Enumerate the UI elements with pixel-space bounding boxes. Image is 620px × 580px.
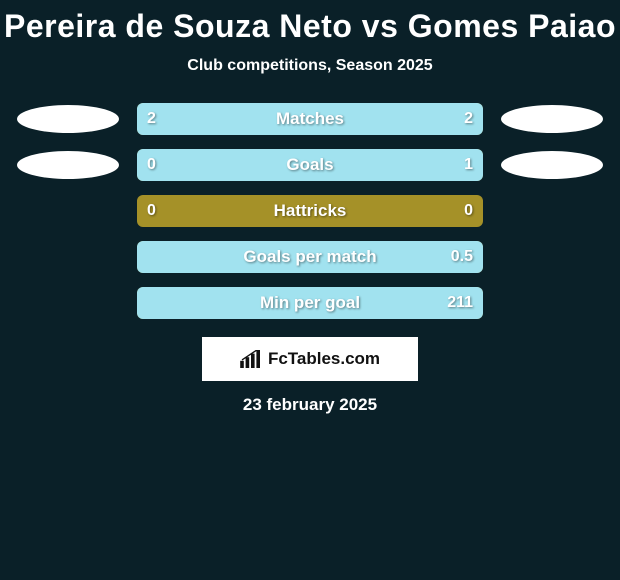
stat-bar: Matches22 (137, 103, 483, 135)
bar-track (137, 195, 483, 227)
watermark-text: FcTables.com (268, 349, 380, 369)
stat-row: Matches22 (0, 103, 620, 135)
stat-bar: Min per goal211 (137, 287, 483, 319)
stat-row: Min per goal211 (0, 287, 620, 319)
player-flag-right (501, 151, 603, 179)
player-flag-left (17, 105, 119, 133)
stat-bar: Goals per match0.5 (137, 241, 483, 273)
bar-chart-icon (240, 350, 262, 368)
stats-list: Matches22 Goals01 Hattricks00 Goals per mat… (0, 103, 620, 319)
bar-left-fill (137, 103, 310, 135)
bar-right-fill (137, 287, 483, 319)
subtitle: Club competitions, Season 2025 (0, 57, 620, 75)
player-flag-left (17, 151, 119, 179)
page-title: Pereira de Souza Neto vs Gomes Paiao (0, 8, 620, 45)
bar-right-fill (199, 149, 483, 181)
stat-row: Goals per match0.5 (0, 241, 620, 273)
bar-right-fill (137, 241, 483, 273)
bar-right-fill (310, 103, 483, 135)
player-flag-right (501, 105, 603, 133)
comparison-infographic: Pereira de Souza Neto vs Gomes Paiao Clu… (0, 0, 620, 415)
stat-row: Hattricks00 (0, 195, 620, 227)
bar-left-fill (137, 149, 199, 181)
stat-row: Goals01 (0, 149, 620, 181)
stat-bar: Hattricks00 (137, 195, 483, 227)
watermark-box: FcTables.com (202, 337, 418, 381)
stat-bar: Goals01 (137, 149, 483, 181)
date-text: 23 february 2025 (0, 395, 620, 415)
